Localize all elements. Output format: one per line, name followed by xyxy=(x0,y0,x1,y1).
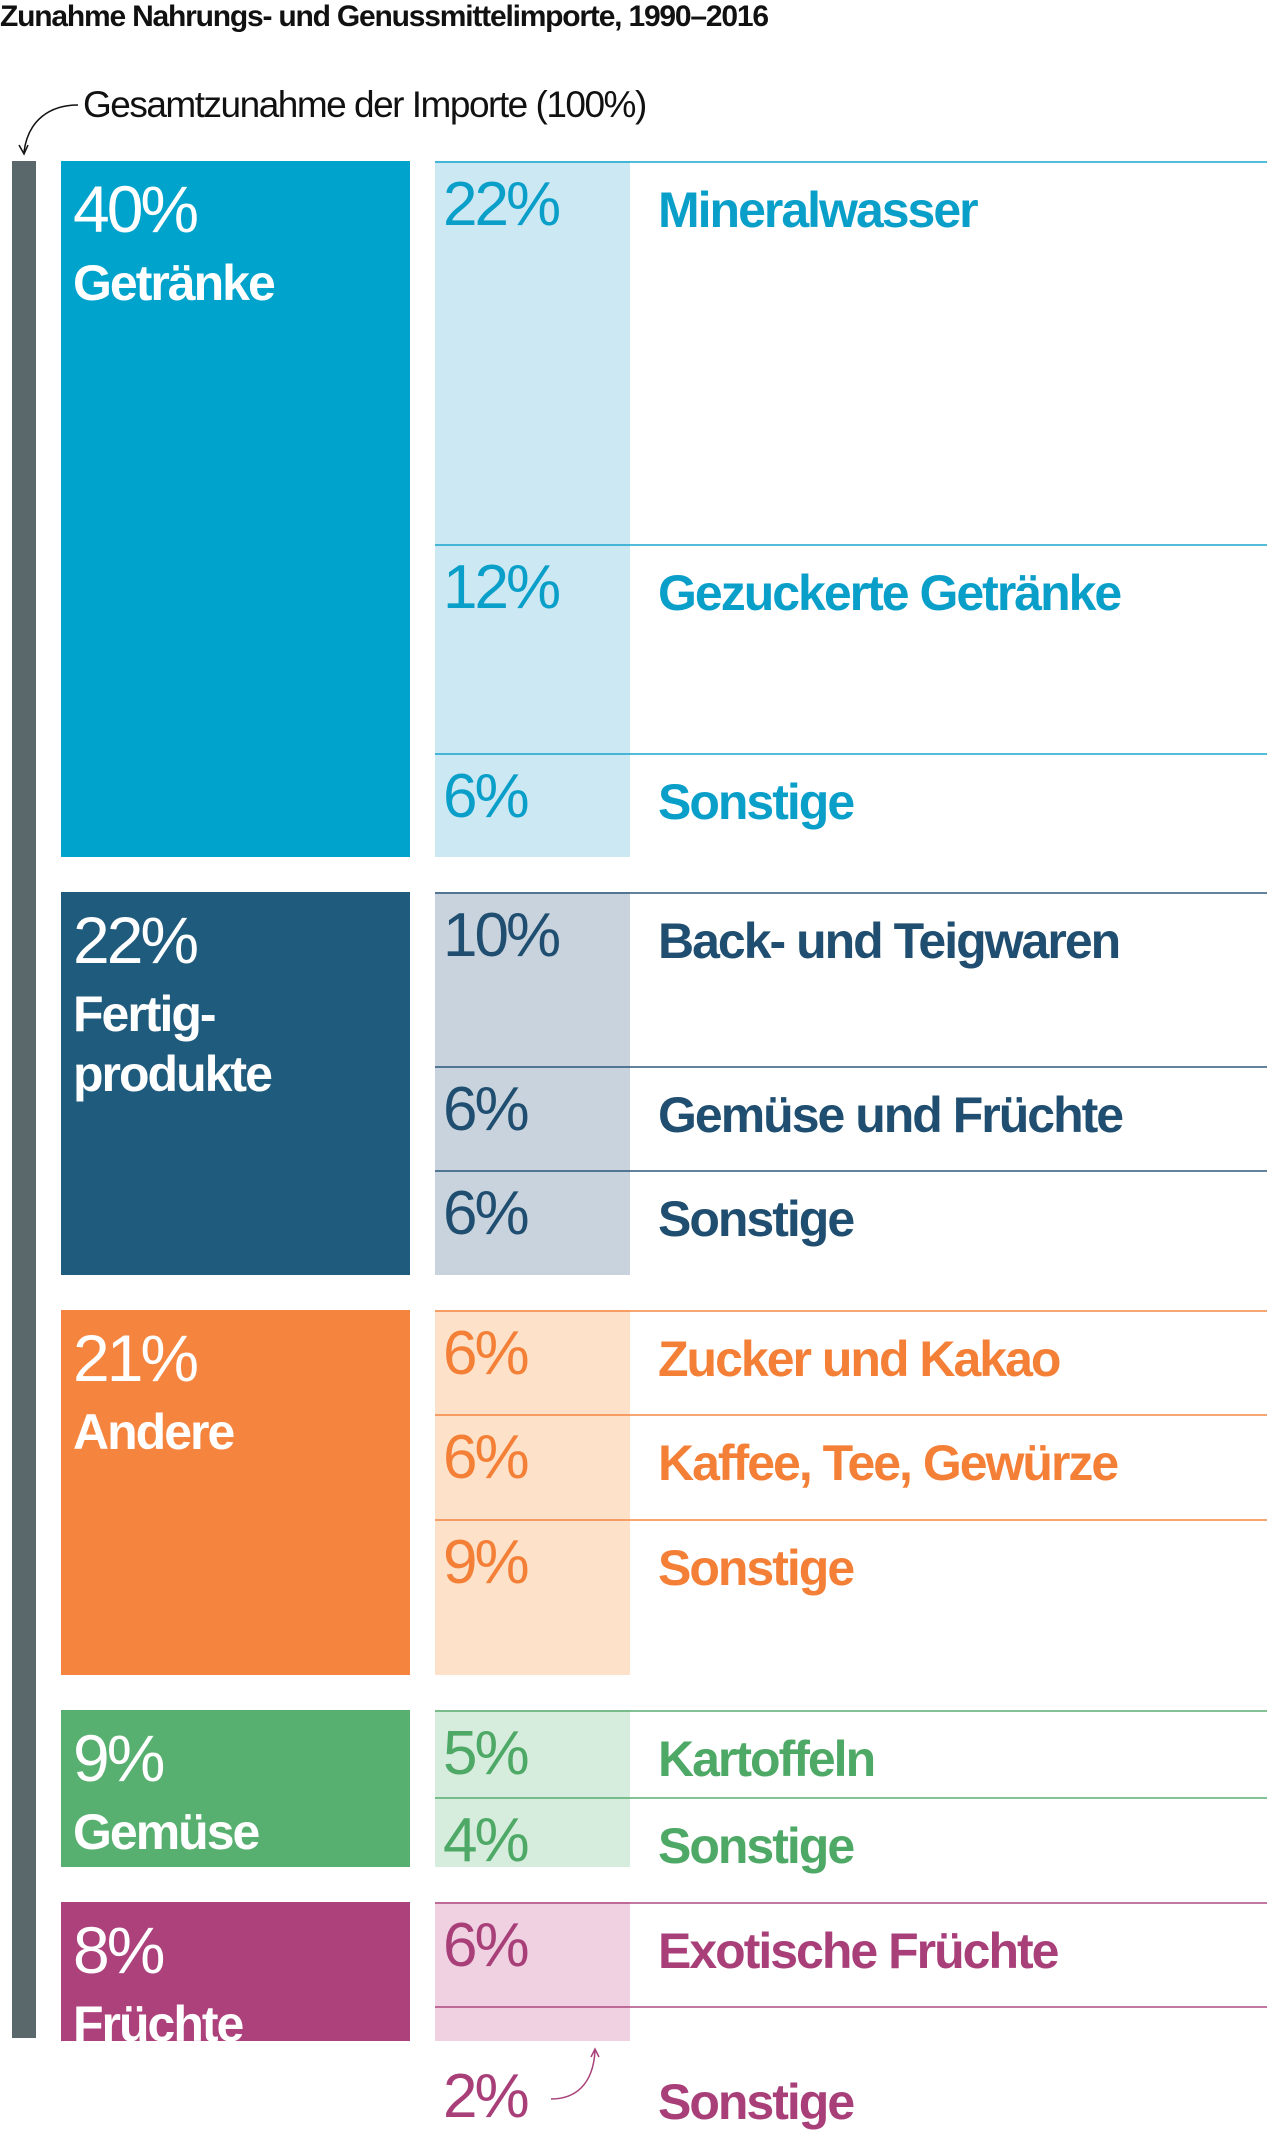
item-percent: 9% xyxy=(443,1527,530,1597)
group-name: Getränke xyxy=(73,255,276,311)
item-bar xyxy=(435,2006,630,2041)
item-bar xyxy=(435,1901,630,2007)
group-percent: 21% xyxy=(73,1320,199,1395)
item-label: Gezuckerte Getränke xyxy=(658,564,1122,621)
item-percent: 22% xyxy=(443,170,561,239)
row-divider xyxy=(435,1901,1267,1904)
row-divider xyxy=(435,2006,1267,2009)
group-bar: 21% Andere xyxy=(61,1309,410,1676)
item-bar xyxy=(435,1309,630,1415)
item-bar xyxy=(435,752,630,857)
item-label: Back- und Teigwaren xyxy=(658,913,1121,969)
item-percent: 6% xyxy=(443,1075,530,1144)
row-divider xyxy=(435,1414,1267,1417)
item-percent: 6% xyxy=(443,1318,530,1388)
chart-title: Zunahme Nahrungs- und Genussmittelimport… xyxy=(0,0,769,33)
row-divider xyxy=(435,1170,1267,1173)
item-percent: 6% xyxy=(443,1423,530,1493)
row-divider xyxy=(435,892,1267,894)
arrow-icon xyxy=(550,2047,600,2100)
item-label: Zucker und Kakao xyxy=(658,1330,1061,1387)
item-bar xyxy=(435,161,630,544)
item-label: Sonstige xyxy=(658,773,855,830)
row-divider xyxy=(435,752,1267,755)
group-percent: 9% xyxy=(73,1721,165,1796)
group-bar: 22% Fertig- produkte xyxy=(61,892,410,1275)
item-bar xyxy=(435,543,630,753)
item-percent: 6% xyxy=(443,1179,530,1249)
item-bar xyxy=(435,1170,630,1275)
arrow-icon xyxy=(18,104,79,156)
item-bar xyxy=(435,1066,630,1171)
item-label: Kartoffeln xyxy=(658,1731,876,1788)
group-percent: 22% xyxy=(73,903,199,977)
item-label: Exotische Früchte xyxy=(658,1922,1059,1979)
item-percent: 6% xyxy=(443,761,530,831)
item-label: Mineralwasser xyxy=(658,182,979,238)
row-divider xyxy=(435,1710,1267,1713)
item-bar xyxy=(435,1414,630,1519)
group-name: Fertig- produkte xyxy=(73,986,273,1102)
row-divider xyxy=(435,1797,1267,1800)
group-percent: 8% xyxy=(73,1912,165,1987)
item-label: Kaffee, Tee, Gewürze xyxy=(658,1435,1119,1492)
item-percent: 12% xyxy=(443,552,561,622)
item-label: Gemüse und Früchte xyxy=(658,1087,1124,1143)
item-bar xyxy=(435,1797,630,1867)
item-percent: 6% xyxy=(443,1910,530,1980)
item-bar xyxy=(435,1710,630,1798)
row-divider xyxy=(435,1518,1267,1521)
group-bar: 8% Früchte xyxy=(61,1901,410,2052)
total-label: Gesamtzunahme der Importe (100%) xyxy=(83,84,647,125)
group-bar: 9% Gemüse xyxy=(61,1710,410,1867)
item-label: Sonstige xyxy=(658,2074,855,2130)
item-percent: 5% xyxy=(443,1719,530,1789)
item-bar xyxy=(435,892,630,1066)
item-percent: 2% xyxy=(443,2062,530,2131)
item-percent: 4% xyxy=(443,1806,530,1876)
row-divider xyxy=(435,543,1267,546)
row-divider xyxy=(435,1309,1267,1312)
item-label: Sonstige xyxy=(658,1818,855,1875)
item-bar xyxy=(435,1518,630,1676)
group-percent: 40% xyxy=(73,172,199,246)
row-divider xyxy=(435,1066,1267,1068)
group-name: Gemüse xyxy=(73,1804,260,1861)
group-bar: 40% Getränke xyxy=(61,161,410,857)
item-label: Sonstige xyxy=(658,1539,855,1596)
item-label: Sonstige xyxy=(658,1191,855,1248)
item-percent: 10% xyxy=(443,901,561,970)
total-bar xyxy=(12,161,36,2038)
row-divider xyxy=(435,161,1267,163)
group-name: Andere xyxy=(73,1403,235,1460)
group-name: Früchte xyxy=(73,1995,244,2052)
